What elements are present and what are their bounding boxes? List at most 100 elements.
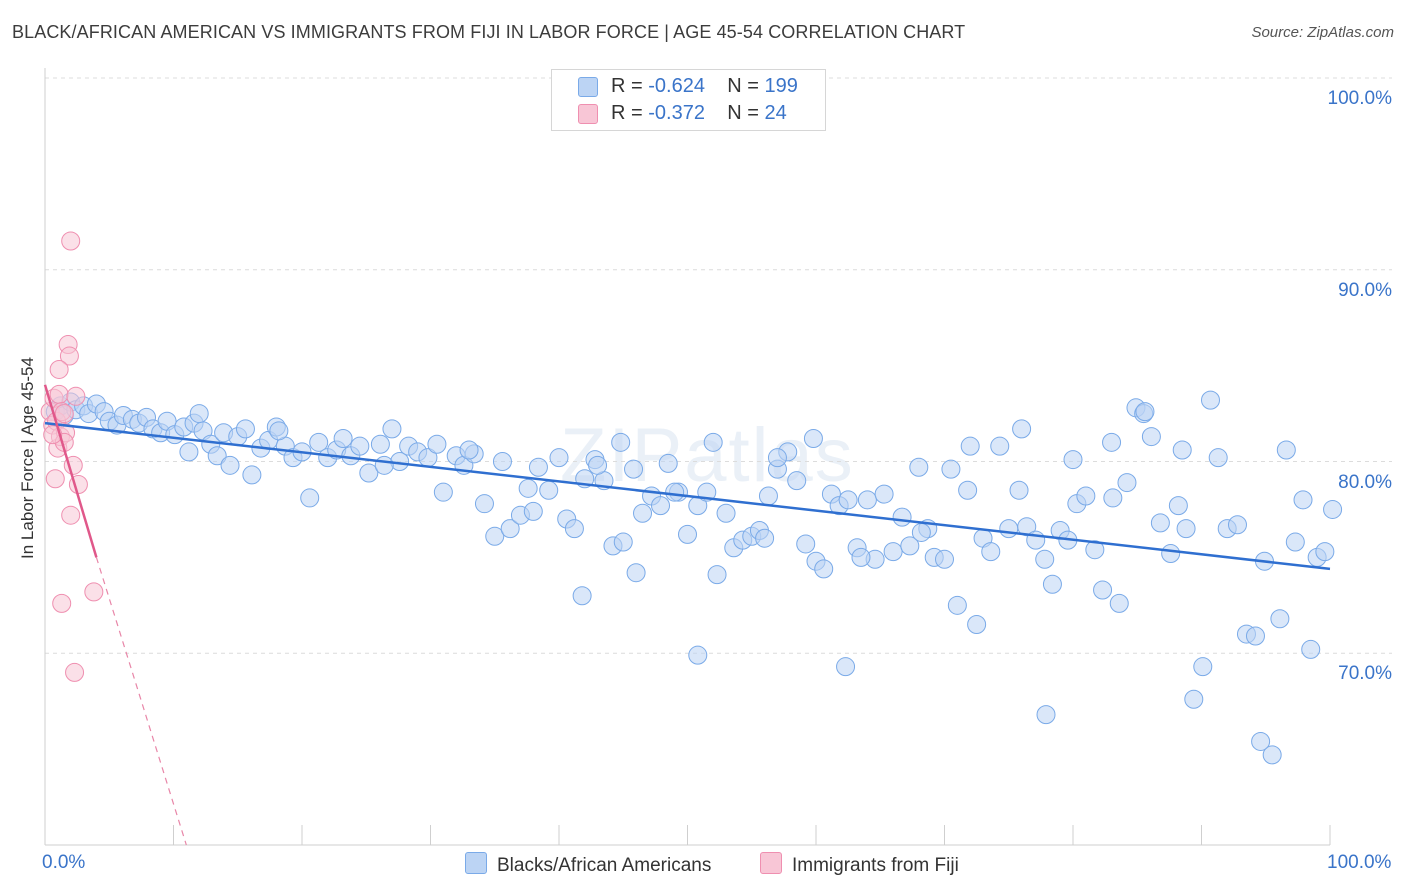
point-fiji [49,384,69,404]
point-blacks [883,542,903,562]
x-tick-label-min: 0.0% [42,852,86,873]
point-blacks [935,549,954,569]
point-blacks [1168,496,1188,516]
point-blacks [857,490,877,510]
point-blacks [1301,639,1321,659]
legend-n-value: 199 [764,75,798,97]
point-blacks [755,528,775,548]
y-axis-title: In Labor Force | Age 45-54 [18,357,37,559]
correlation-legend: R = -0.624 N = 199 R = -0.372 N = 24 [551,69,826,131]
point-blacks [1293,490,1313,510]
point-blacks [803,428,823,448]
point-blacks [1085,540,1105,560]
legend-r-value: -0.624 [648,75,705,97]
point-blacks [370,434,390,454]
point-blacks [459,440,479,460]
point-blacks [220,455,240,475]
point-blacks [350,436,370,456]
chart-title: BLACK/AFRICAN AMERICAN VS IMMIGRANTS FRO… [12,22,966,42]
point-blacks [382,419,402,439]
point-blacks [1063,450,1083,470]
bottom-legend-label-blacks: Blacks/African Americans [497,855,712,876]
point-blacks [1109,593,1129,613]
point-blacks [703,432,723,452]
point-blacks [688,645,708,665]
point-blacks [707,565,727,585]
point-blacks [359,463,379,483]
point-blacks [333,428,353,448]
point-blacks [1200,390,1220,410]
bottom-legend-swatch-blue [465,852,487,874]
point-blacks [814,559,834,579]
point-blacks [633,503,653,523]
point-blacks [269,421,289,441]
data-points [40,231,1343,765]
y-tick-label: 100.0% [1327,88,1392,109]
point-blacks [1315,542,1335,562]
legend-swatch-pink [578,104,598,124]
point-blacks [999,519,1019,539]
point-blacks [838,490,858,510]
point-blacks [611,432,631,452]
point-blacks [787,471,807,491]
point-fiji [61,505,81,525]
point-blacks [1042,574,1062,594]
point-blacks [523,501,543,521]
axes [44,68,1331,846]
point-blacks [179,442,199,462]
legend-n-label: N = [727,102,759,124]
point-blacks [1103,488,1123,508]
point-blacks [433,482,453,502]
point-blacks [758,486,778,506]
point-blacks [990,436,1010,456]
point-blacks [1141,427,1161,447]
point-blacks [539,480,559,500]
legend-r-label: R = [611,75,643,97]
point-blacks [626,563,646,583]
point-blacks [958,480,978,500]
point-blacks [1262,745,1282,765]
point-blacks [518,478,538,498]
point-blacks [1093,580,1113,600]
legend-n-label: N = [727,75,759,97]
point-blacks [1193,657,1213,677]
point-blacks [374,455,394,475]
point-blacks [207,446,227,466]
x-tick-label-max: 100.0% [1327,852,1392,873]
point-blacks [1227,515,1247,535]
point-blacks [189,404,209,424]
point-fiji [65,662,85,682]
point-blacks [1245,626,1265,646]
y-tick-label: 90.0% [1338,279,1392,301]
point-blacks [1161,544,1181,564]
point-blacks [1251,731,1271,751]
point-blacks [767,448,787,468]
point-blacks [1184,689,1204,709]
point-fiji [52,593,72,613]
legend-n-value: 24 [764,102,787,124]
point-blacks [851,547,871,567]
point-fiji [59,346,79,366]
point-blacks [665,482,685,502]
point-blacks [716,503,736,523]
point-blacks [678,524,697,544]
point-blacks [572,586,592,606]
point-blacks [492,452,512,471]
point-blacks [1172,440,1192,460]
point-blacks [836,657,856,677]
legend-swatch-blue [578,77,598,97]
point-blacks [1150,513,1170,533]
point-blacks [874,484,894,504]
point-blacks [1208,448,1228,468]
point-blacks [967,614,987,634]
point-blacks [1323,499,1343,519]
point-blacks [528,457,548,477]
point-blacks [941,459,961,479]
source-credit: Source: ZipAtlas.com [1251,24,1394,41]
point-blacks [658,453,678,473]
trend-line-fiji [43,384,98,558]
point-blacks [1135,402,1155,422]
point-blacks [588,455,608,475]
point-fiji [49,359,69,379]
